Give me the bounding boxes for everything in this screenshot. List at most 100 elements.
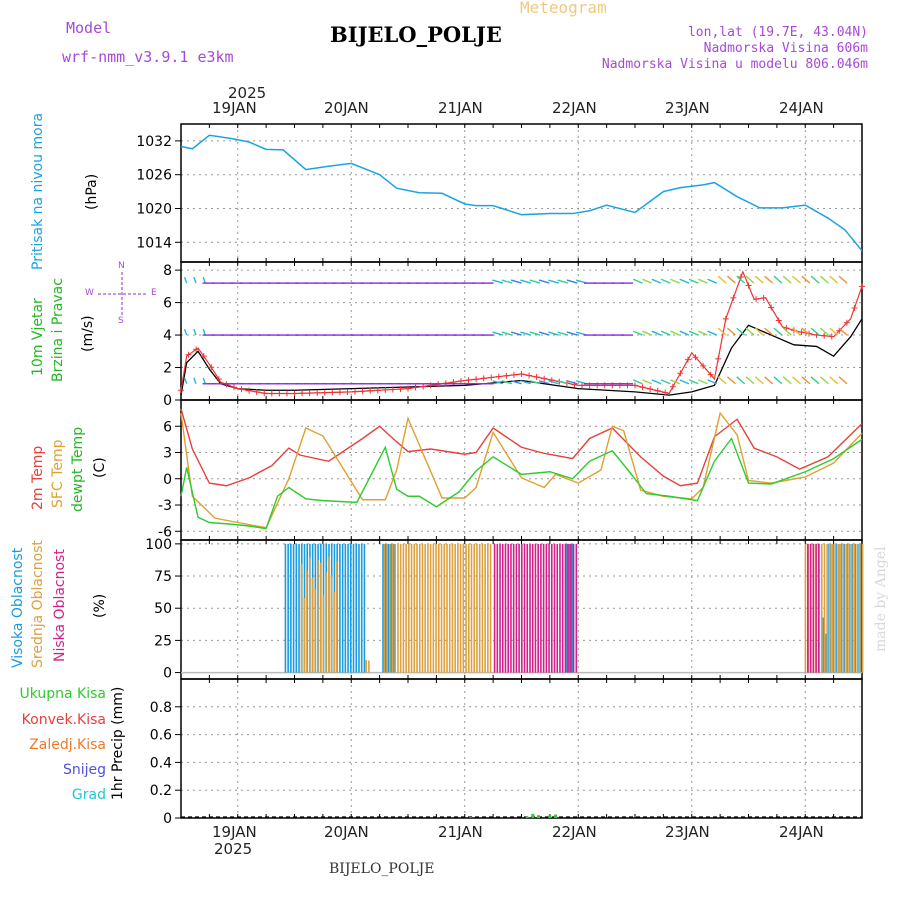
gust-marker <box>495 373 502 380</box>
wind-barb <box>642 379 652 385</box>
gust-marker <box>639 384 646 391</box>
gust-marker <box>533 374 540 381</box>
precip-legend-hail: Grad <box>71 787 106 803</box>
y-tick-label: 0 <box>163 666 172 682</box>
wind-barb <box>520 380 531 385</box>
wind-barb <box>538 279 550 284</box>
wind-barb <box>651 379 662 385</box>
wind-barb <box>642 278 652 284</box>
wind-barb <box>642 330 652 336</box>
bottom-day-label: 22JAN <box>552 823 597 841</box>
y-tick-label: 2 <box>163 361 172 377</box>
gust-marker <box>518 371 525 378</box>
precip-legend-freezing: Zaledj.Kisa <box>29 737 106 753</box>
precip-bar <box>548 815 552 818</box>
model-elevation-info: Nadmorska Visina u modelu 806.046m <box>601 57 868 72</box>
top-day-label: 21JAN <box>438 99 483 117</box>
y-tick-label: 0 <box>163 393 172 409</box>
gust-marker <box>821 332 828 339</box>
gust-marker <box>632 382 638 389</box>
gust-marker <box>715 355 722 362</box>
wind-barb <box>510 331 522 336</box>
wind-barb <box>501 279 513 284</box>
subtitle-meteogram: Meteogram <box>520 0 607 17</box>
wind-barb <box>764 376 774 385</box>
y-tick-label: 100 <box>145 537 172 553</box>
y-tick-label: 0.6 <box>150 728 172 744</box>
y-tick-label: 0.4 <box>150 755 172 771</box>
wind-barb <box>754 275 764 284</box>
precip-bar <box>531 813 535 818</box>
bottom-day-label: 21JAN <box>438 823 483 841</box>
wind-barb <box>632 278 643 284</box>
wind-barb <box>698 379 708 385</box>
footer-station: BIJELO_POLJE <box>329 861 435 877</box>
y-tick-label: 0 <box>163 472 172 488</box>
wind-barb <box>183 328 188 336</box>
wind-barb <box>726 376 736 385</box>
y-tick-label: 25 <box>154 633 172 649</box>
precip-bar <box>525 816 529 818</box>
wind-barb <box>538 331 550 336</box>
wind-barb <box>660 330 671 336</box>
y-tick-label: 0 <box>163 811 172 827</box>
wind-barb <box>829 275 839 284</box>
bottom-day-label: 20JAN <box>324 823 369 841</box>
wind-barb <box>202 328 206 336</box>
wind-barb <box>492 331 504 336</box>
wind-barb <box>632 379 643 385</box>
wind-barb <box>557 380 569 385</box>
gust-marker <box>843 319 850 326</box>
wind-barb <box>660 278 671 284</box>
wind-barb <box>510 380 522 385</box>
sfc-temp-line <box>180 411 863 529</box>
wind-barb <box>829 376 839 385</box>
gust-marker <box>775 317 782 324</box>
wind-barb <box>801 376 811 385</box>
wind-barb <box>193 328 197 336</box>
wind-barb <box>801 327 811 336</box>
dewpt-temp-line <box>180 437 863 530</box>
wind-barb <box>651 278 662 284</box>
gust-marker <box>798 329 805 336</box>
gust-marker <box>374 387 381 394</box>
gust-marker <box>344 388 351 395</box>
gust-marker <box>306 390 313 397</box>
wind-barb <box>548 331 559 336</box>
gust-marker <box>510 371 517 378</box>
wind-barb <box>745 275 755 284</box>
wind-barb <box>538 380 550 385</box>
gust-marker <box>722 315 729 322</box>
gust-marker <box>336 389 343 396</box>
wind-barb <box>782 376 792 385</box>
gust-marker <box>457 378 464 385</box>
top-day-label: 22JAN <box>552 99 597 117</box>
wind-barb <box>773 275 783 284</box>
gust-marker <box>730 294 737 301</box>
wind-barb <box>792 327 801 336</box>
gust-marker <box>200 353 207 360</box>
wind-barb <box>679 278 690 284</box>
top-day-label: 20JAN <box>324 99 369 117</box>
wind-barb <box>202 276 206 284</box>
wind-barb <box>810 376 820 385</box>
gust-marker <box>760 294 767 301</box>
wind-barb <box>632 330 643 336</box>
wind-barb <box>707 330 718 336</box>
wind-barb <box>819 376 829 385</box>
y-tick-label: -3 <box>158 498 172 514</box>
compass-n-label: N <box>118 261 125 271</box>
gust-marker <box>367 387 374 394</box>
y-tick-label: 6 <box>163 296 172 312</box>
wind-barb <box>193 377 197 384</box>
wind-barb <box>501 380 513 385</box>
wind-barb <box>745 376 755 385</box>
wind-barb <box>754 376 764 385</box>
gust-marker <box>753 296 760 303</box>
panel-frame <box>180 399 863 541</box>
gust-marker <box>329 389 336 396</box>
gust-marker <box>700 362 707 369</box>
wind-barb <box>660 379 671 385</box>
gust-marker <box>352 388 359 395</box>
wind-barb <box>520 279 531 284</box>
